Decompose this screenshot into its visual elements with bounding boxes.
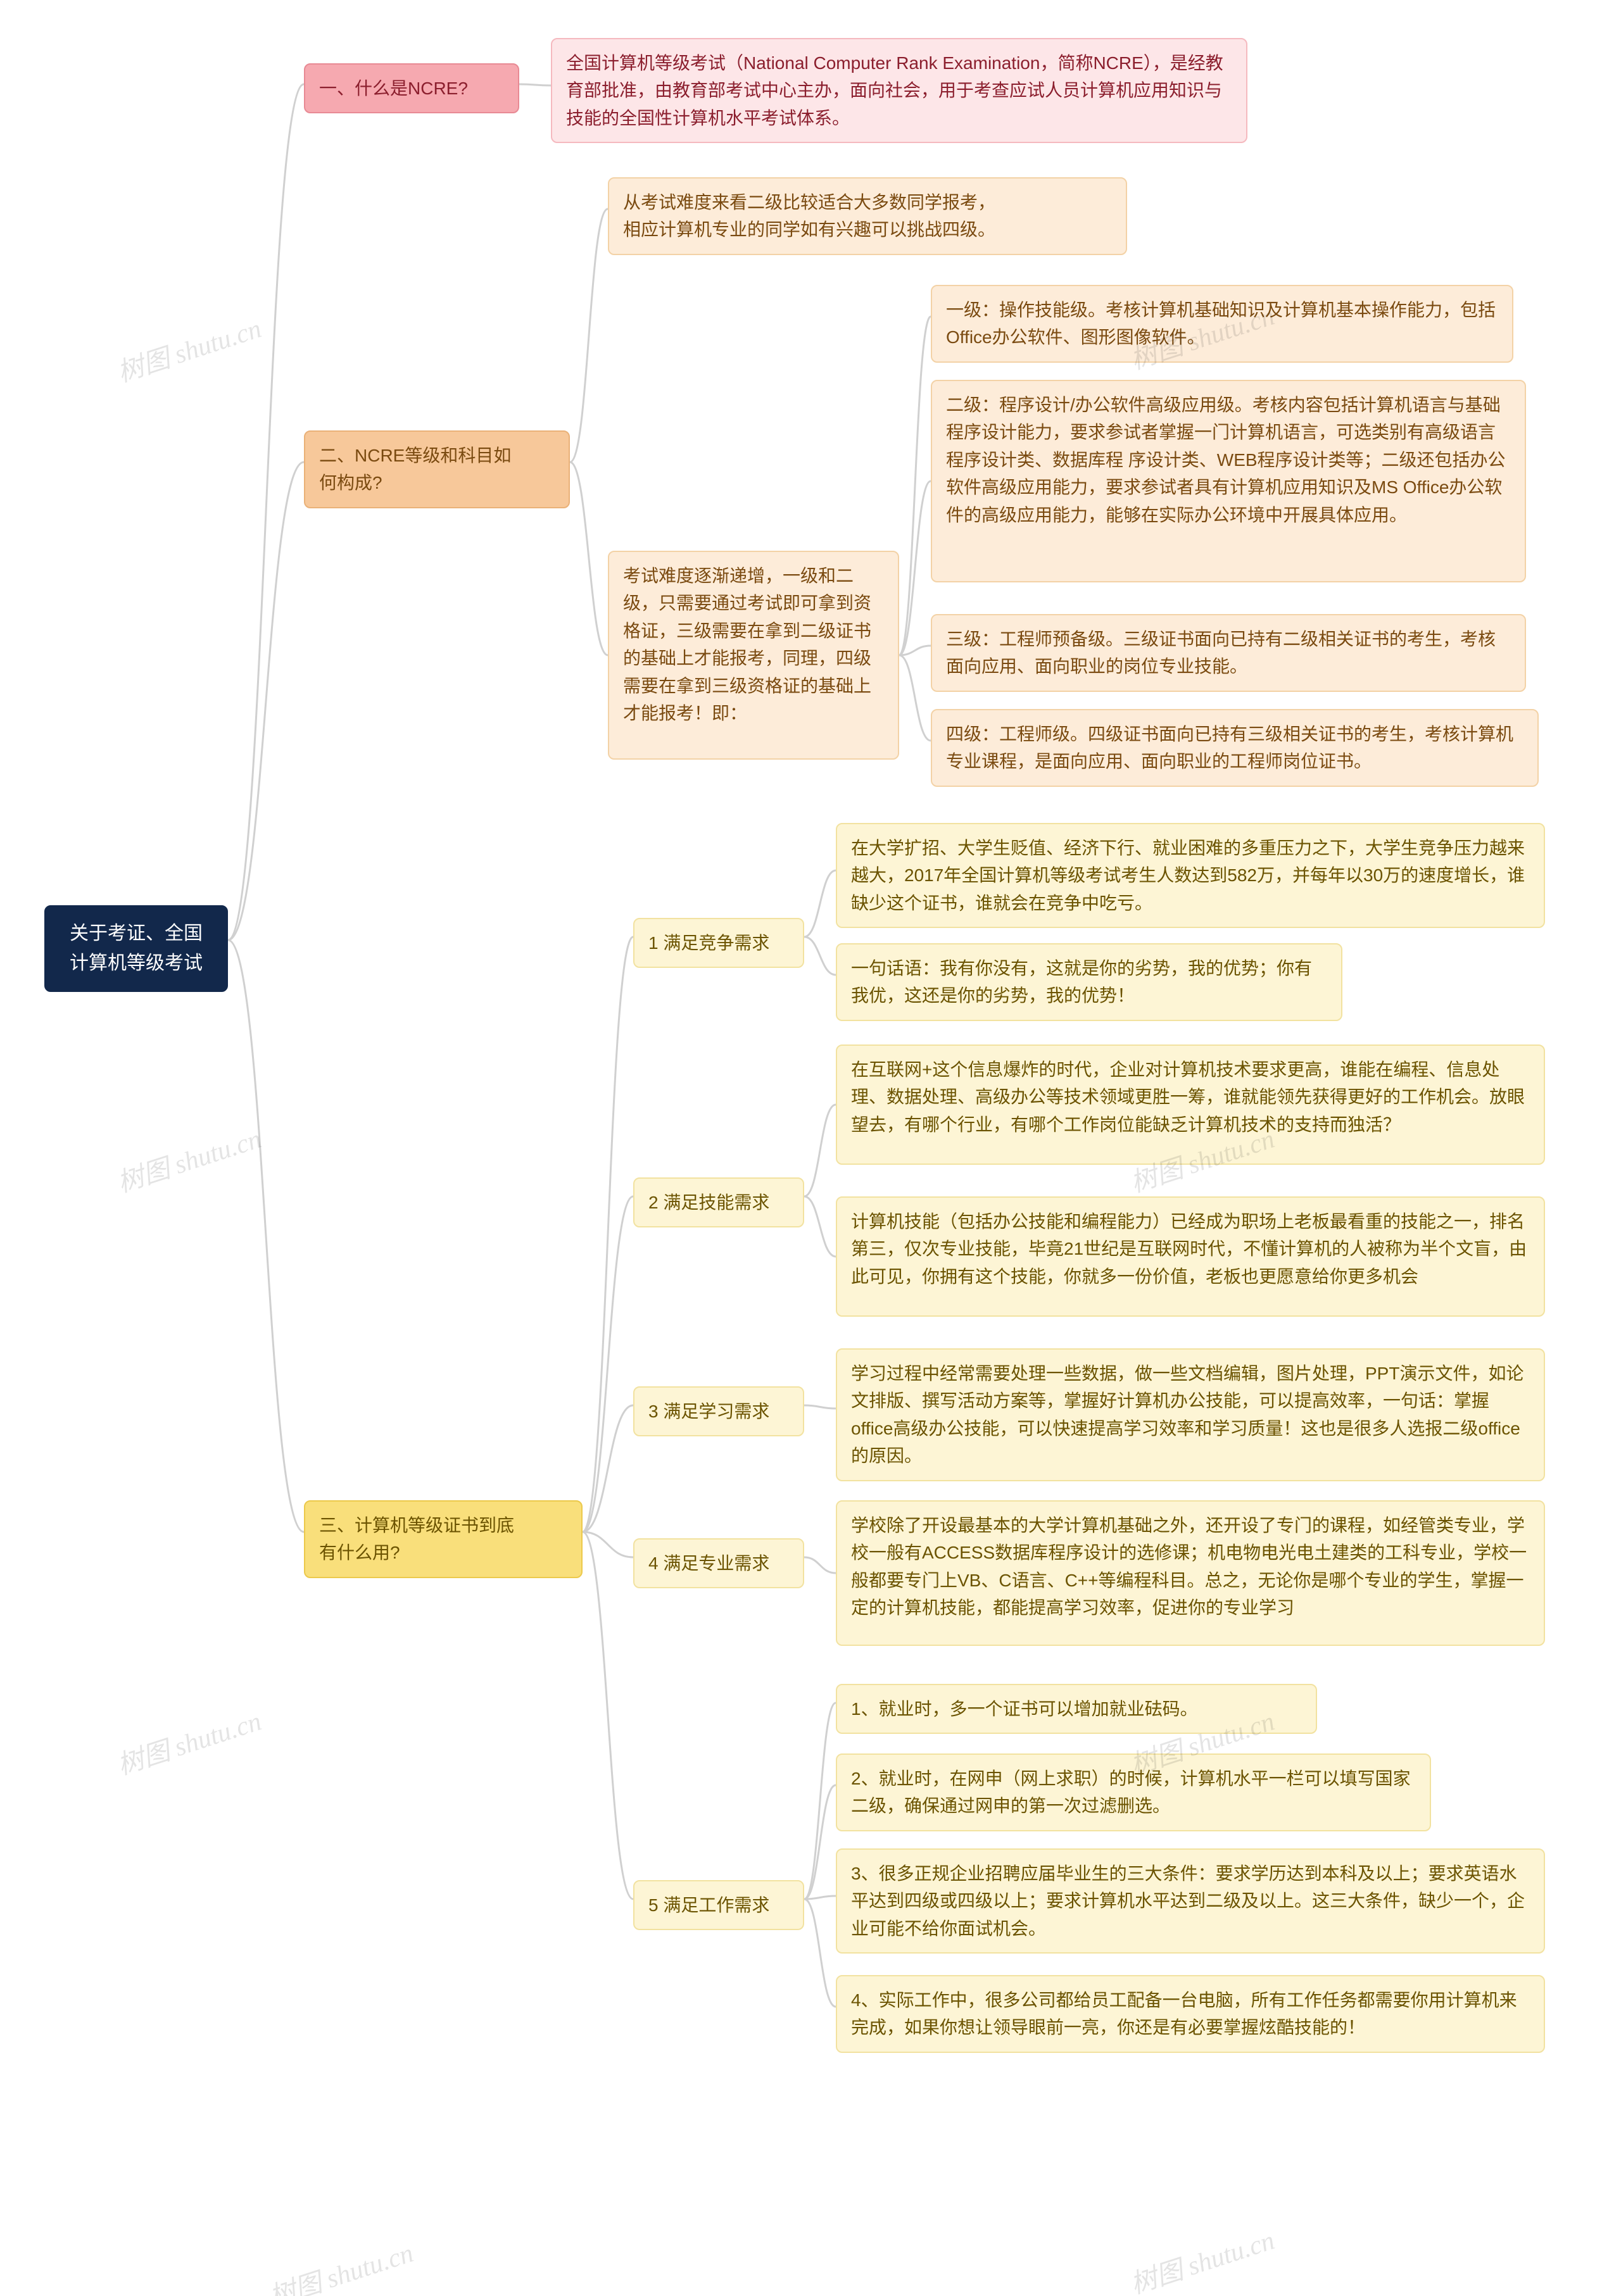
node-s3n3a: 学习过程中经常需要处理一些数据，做一些文档编辑，图片处理，PPT演示文件，如论文…: [836, 1348, 1545, 1481]
node-s2: 二、NCRE等级和科目如 何构成?: [304, 430, 570, 508]
watermark: 树图 shutu.cn: [1125, 2219, 1278, 2296]
node-s3n1: 1 满足竞争需求: [633, 918, 804, 968]
watermark: 树图 shutu.cn: [111, 307, 265, 390]
node-s3n5d: 4、实际工作中，很多公司都给员工配备一台电脑，所有工作任务都需要你用计算机来完成…: [836, 1975, 1545, 2053]
node-s2a: 从考试难度来看二级比较适合大多数同学报考， 相应计算机专业的同学如有兴趣可以挑战…: [608, 177, 1127, 255]
node-s3n2a: 在互联网+这个信息爆炸的时代，企业对计算机技术要求更高，谁能在编程、信息处理、数…: [836, 1044, 1545, 1165]
node-s3: 三、计算机等级证书到底 有什么用?: [304, 1500, 583, 1578]
node-s3n4a: 学校除了开设最基本的大学计算机基础之外，还开设了专门的课程，如经管类专业，学校一…: [836, 1500, 1545, 1646]
node-s3n5a: 1、就业时，多一个证书可以增加就业砝码。: [836, 1684, 1317, 1734]
node-s2b2: 二级：程序设计/办公软件高级应用级。考核内容包括计算机语言与基础程序设计能力，要…: [931, 380, 1526, 582]
node-s3n2: 2 满足技能需求: [633, 1177, 804, 1227]
node-s1: 一、什么是NCRE?: [304, 63, 519, 113]
node-s3n3: 3 满足学习需求: [633, 1386, 804, 1436]
node-s1d: 全国计算机等级考试（National Computer Rank Examina…: [551, 38, 1247, 143]
watermark: 树图 shutu.cn: [111, 1700, 265, 1783]
watermark: 树图 shutu.cn: [263, 2231, 417, 2296]
node-s3n1a: 在大学扩招、大学生贬值、经济下行、就业困难的多重压力之下，大学生竞争压力越来越大…: [836, 823, 1545, 928]
watermark: 树图 shutu.cn: [111, 1117, 265, 1200]
node-s3n5b: 2、就业时，在网申（网上求职）的时候，计算机水平一栏可以填写国家二级，确保通过网…: [836, 1753, 1431, 1831]
node-s2b3: 三级：工程师预备级。三级证书面向已持有二级相关证书的考生，考核面向应用、面向职业…: [931, 614, 1526, 692]
node-s2b4: 四级：工程师级。四级证书面向已持有三级相关证书的考生，考核计算机专业课程，是面向…: [931, 709, 1539, 787]
mindmap-canvas: 关于考证、全国 计算机等级考试 一、什么是NCRE? 全国计算机等级考试（Natio…: [0, 0, 1621, 2296]
node-s3n5: 5 满足工作需求: [633, 1880, 804, 1930]
node-s3n2b: 计算机技能（包括办公技能和编程能力）已经成为职场上老板最看重的技能之一，排名第三…: [836, 1196, 1545, 1317]
node-s2b1: 一级：操作技能级。考核计算机基础知识及计算机基本操作能力，包括Office办公软…: [931, 285, 1513, 363]
node-s3n1b: 一句话语：我有你没有，这就是你的劣势，我的优势；你有我优，这还是你的劣势，我的优…: [836, 943, 1342, 1021]
node-s3n4: 4 满足专业需求: [633, 1538, 804, 1588]
node-s3n5c: 3、很多正规企业招聘应届毕业生的三大条件：要求学历达到本科及以上；要求英语水平达…: [836, 1848, 1545, 1954]
node-root: 关于考证、全国 计算机等级考试: [44, 905, 228, 992]
node-s2b: 考试难度逐渐递增，一级和二级，只需要通过考试即可拿到资格证，三级需要在拿到二级证…: [608, 551, 899, 760]
